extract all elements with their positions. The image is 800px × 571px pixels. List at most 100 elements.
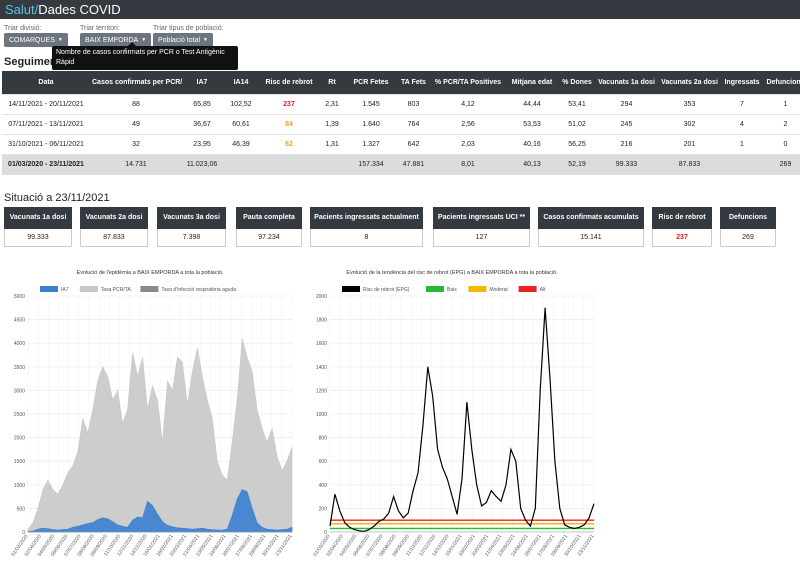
table-cell: 294 [595,93,658,114]
legend-swatch[interactable] [140,286,159,292]
table-cell: 1 [721,133,763,154]
chart-title: Evolució de la tendència del risc de reb… [346,270,558,276]
table-cell: 65,85 [182,93,222,114]
table-cell: 1,31 [318,133,346,154]
table-cell: 53,53 [505,113,559,134]
table-header-row: Data Casos confirmats per PCR/TA IA7 IA14 Ri… [2,71,800,94]
table-cell: 642 [396,133,431,154]
table-cell: 353 [658,93,721,114]
legend-swatch[interactable] [426,286,444,292]
y-tick-label: 0 [324,530,327,536]
division-dropdown[interactable]: COMARQUES ▼ [4,33,68,47]
y-tick-label: 1200 [316,388,327,394]
summary-card: Risc de rebrot 237 [652,207,712,247]
card-value: 97.234 [236,229,302,247]
y-tick-label: 200 [319,506,328,512]
table-cell: 1.545 [346,93,396,114]
table-cell [721,153,763,175]
y-tick-label: 1600 [316,341,327,347]
app-title[interactable]: Salut/Dades COVID [5,2,121,17]
table-cell: 216 [595,133,658,154]
y-tick-label: 2000 [14,436,25,442]
table-cell: 99.333 [595,153,658,175]
column-header: IA7 [182,71,222,94]
y-tick-label: 400 [319,483,328,489]
card-value: 237 [652,229,712,247]
y-tick-label: 3500 [14,365,25,371]
card-label: Pauta completa [236,207,302,229]
y-tick-label: 2000 [316,294,327,300]
card-label: Vacunats 3a dosi [157,207,226,229]
y-tick-label: 5000 [14,294,25,300]
epidemic-chart: Evolució de l'epidèmia a BAIX EMPORDA a … [4,262,296,566]
table-cell: 31/10/2021 - 06/11/2021 [2,133,90,154]
area-series [27,489,293,533]
summary-card: Vacunats 2a dosi 87.833 [80,207,148,247]
y-tick-label: 1800 [316,318,327,324]
table-cell: 53,41 [559,93,595,114]
column-header: Vacunats 2a dosi [658,71,721,94]
y-tick-label: 1000 [316,412,327,418]
table-cell: 87.833 [658,153,721,175]
y-tick-label: 4000 [14,341,25,347]
risk-chart-svg: 020040060080010001200140016001800200001/… [312,286,596,558]
table-cell [318,153,346,175]
table-cell: 157.334 [346,153,396,175]
table-cell: 245 [595,113,658,134]
table-cell: 1.640 [346,113,396,134]
summary-card: Vacunats 1a dosi 99.333 [4,207,72,247]
column-header: Data [2,71,90,94]
legend-label[interactable]: Taxa d'Infecció respiratòria aguda [161,287,236,293]
legend-label[interactable]: Taxa PCR/TA [101,287,132,293]
column-header: Ingressats [721,71,763,94]
card-label: Pacients ingressats actualment [310,207,423,229]
y-tick-label: 3000 [14,388,25,394]
table-cell: 32 [90,133,182,154]
table-cell: 201 [658,133,721,154]
card-label: Vacunats 1a dosi [4,207,72,229]
legend-swatch[interactable] [342,286,360,292]
y-tick-label: 1400 [316,365,327,371]
summary-card: Defuncions 269 [720,207,776,247]
card-label: Risc de rebrot [652,207,712,229]
table-cell: 2,56 [431,113,505,134]
table-cell: 8,01 [431,153,505,175]
legend-label[interactable]: Alt [540,287,546,293]
table-cell: 7 [721,93,763,114]
y-tick-label: 4500 [14,318,25,324]
legend-label[interactable]: Baix [447,287,457,293]
legend-swatch[interactable] [518,286,537,292]
territory-dropdown[interactable]: BAIX EMPORDA ▼ [80,33,152,47]
epidemiology-table: Data Casos confirmats per PCR/TA IA7 IA14 Ri… [2,71,800,175]
summary-card: Casos confirmats acumulats 15.141 [538,207,644,247]
y-tick-label: 1000 [14,483,25,489]
legend-swatch[interactable] [79,286,98,292]
table-cell: 46,39 [222,133,260,154]
y-tick-label: 1500 [14,459,25,465]
division-label: Triar divisió: [4,25,42,32]
population-dropdown[interactable]: Població total ▼ [153,33,213,47]
column-header: IA14 [222,71,260,94]
legend-label[interactable]: IA7 [61,287,69,293]
area-series [27,338,293,533]
card-value: 87.833 [80,229,148,247]
card-value: 127 [433,229,530,247]
tooltip: Nombre de casos confirmats per PCR o Tes… [52,42,238,70]
table-cell: 2,03 [431,133,505,154]
table-cell: 102,52 [222,93,260,114]
legend-swatch[interactable] [40,286,58,292]
column-header: % Dones [559,71,595,94]
card-label: Casos confirmats acumulats [538,207,644,229]
card-label: Vacunats 2a dosi [80,207,148,229]
table-cell: 237 [260,93,318,114]
legend-swatch[interactable] [468,286,487,292]
table-row: 14/11/2021 - 20/11/2021 88 65,85 102,52 237 2… [2,93,800,114]
card-value: 269 [720,229,776,247]
legend-label[interactable]: Risc de rebrot (EPG) [363,287,410,293]
y-tick-label: 800 [319,436,328,442]
line-series [329,307,595,533]
table-cell: 764 [396,113,431,134]
summary-card: Pauta completa 97.234 [236,207,302,247]
table-cell: 4 [721,113,763,134]
legend-label[interactable]: Moderat [489,287,508,293]
